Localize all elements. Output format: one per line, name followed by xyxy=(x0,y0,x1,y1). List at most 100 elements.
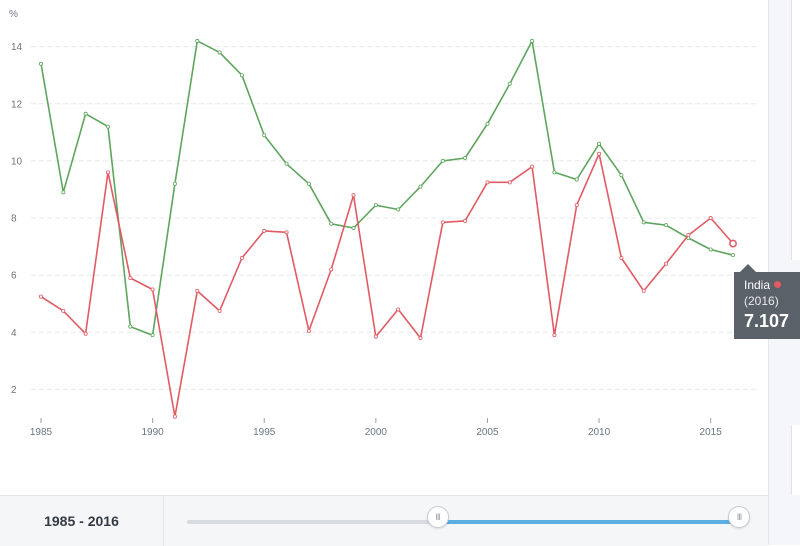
x-tick-label: 1995 xyxy=(253,427,276,438)
series-line-india xyxy=(40,153,734,418)
y-tick-label: 12 xyxy=(11,99,23,110)
data-point xyxy=(262,133,267,138)
data-point xyxy=(597,141,602,146)
data-point xyxy=(195,288,200,293)
data-point xyxy=(552,170,557,175)
panel-segment xyxy=(791,0,800,260)
data-point xyxy=(217,50,222,55)
data-point xyxy=(686,233,691,238)
data-point xyxy=(731,253,736,258)
data-point xyxy=(641,220,646,225)
data-point xyxy=(39,294,44,299)
data-point xyxy=(61,308,66,313)
y-tick-label: 8 xyxy=(11,214,17,225)
data-point xyxy=(306,181,311,186)
data-point xyxy=(396,207,401,212)
data-point xyxy=(574,177,579,182)
tooltip-country: India xyxy=(744,278,800,292)
data-point xyxy=(195,38,200,43)
data-point xyxy=(351,193,356,198)
data-point xyxy=(128,324,133,329)
range-start: 1985 xyxy=(44,513,76,529)
data-point xyxy=(530,164,535,169)
data-point xyxy=(619,173,624,178)
grip-icon: III xyxy=(736,512,742,522)
y-tick-label: 2 xyxy=(11,385,17,396)
data-point xyxy=(418,184,423,189)
y-axis-label: % xyxy=(9,9,18,20)
data-point xyxy=(61,190,66,195)
data-point xyxy=(530,38,535,43)
x-tick-label: 2010 xyxy=(588,427,611,438)
data-point xyxy=(463,156,468,161)
data-point xyxy=(172,414,177,419)
data-point xyxy=(306,328,311,333)
data-point xyxy=(150,333,155,338)
line-chart: 2 4 6 8 10 12 14% 1985 1990 1995 2000 2005 2010 2015 xyxy=(9,9,757,438)
data-point xyxy=(128,276,133,281)
data-point xyxy=(284,230,289,235)
series-dot-icon xyxy=(774,281,782,288)
chart-area: 2 4 6 8 10 12 14% 1985 1990 1995 2000 2005 2010 2015 xyxy=(9,9,757,438)
x-tick-label: 2000 xyxy=(365,427,388,438)
range-slider-fill xyxy=(437,520,739,524)
data-point xyxy=(284,161,289,166)
data-point xyxy=(597,151,602,156)
range-slider-track[interactable] xyxy=(187,520,739,524)
data-point xyxy=(440,158,445,163)
data-point xyxy=(574,203,579,208)
panel-segment xyxy=(791,425,800,495)
tooltip-year: (2016) xyxy=(744,294,779,308)
data-point xyxy=(552,333,557,338)
data-point xyxy=(641,288,646,293)
range-label: 1985 - 2016 xyxy=(0,496,164,546)
data-point xyxy=(150,287,155,292)
x-tick-label: 1990 xyxy=(141,427,164,438)
data-point xyxy=(262,228,267,233)
data-point xyxy=(39,61,44,66)
y-tick-label: 6 xyxy=(11,271,17,282)
data-point xyxy=(239,73,244,78)
data-point xyxy=(239,256,244,261)
data-point xyxy=(83,331,88,336)
tooltip-country-label: India xyxy=(744,278,771,292)
y-tick-label: 10 xyxy=(11,156,23,167)
data-point xyxy=(485,180,490,185)
data-point xyxy=(507,180,512,185)
data-point xyxy=(440,220,445,225)
range-separator: - xyxy=(79,513,84,529)
data-point xyxy=(619,256,624,261)
data-point xyxy=(373,203,378,208)
data-point xyxy=(485,121,490,126)
data-point xyxy=(329,221,334,226)
data-point xyxy=(396,307,401,312)
data-point xyxy=(418,336,423,341)
data-point xyxy=(507,81,512,86)
data-point xyxy=(664,223,669,228)
data-point xyxy=(105,124,110,129)
data-point xyxy=(83,111,88,116)
y-tick-label: 4 xyxy=(11,328,17,339)
data-point xyxy=(373,334,378,339)
data-point xyxy=(708,247,713,252)
range-start-handle[interactable]: III xyxy=(426,506,449,528)
data-tooltip: India (2016) 7.107 xyxy=(734,264,800,339)
data-point xyxy=(664,261,669,266)
x-tick-label: 2015 xyxy=(700,427,723,438)
range-end: 2016 xyxy=(87,513,119,529)
data-point xyxy=(329,267,334,272)
series-line-series-1 xyxy=(40,40,734,337)
range-end-handle[interactable]: III xyxy=(728,506,750,528)
time-range-bar: 1985 - 2016 III III xyxy=(0,495,768,546)
tooltip-value: 7.107 xyxy=(744,311,790,331)
data-point xyxy=(463,218,468,223)
highlighted-data-point xyxy=(729,239,737,248)
data-point xyxy=(105,170,110,175)
data-point xyxy=(217,308,222,313)
x-tick-label: 2005 xyxy=(476,427,499,438)
grip-icon: III xyxy=(435,512,440,522)
x-tick-label: 1985 xyxy=(30,427,53,438)
y-tick-label: 14 xyxy=(11,42,23,53)
data-point xyxy=(172,181,177,186)
data-point xyxy=(351,226,356,231)
